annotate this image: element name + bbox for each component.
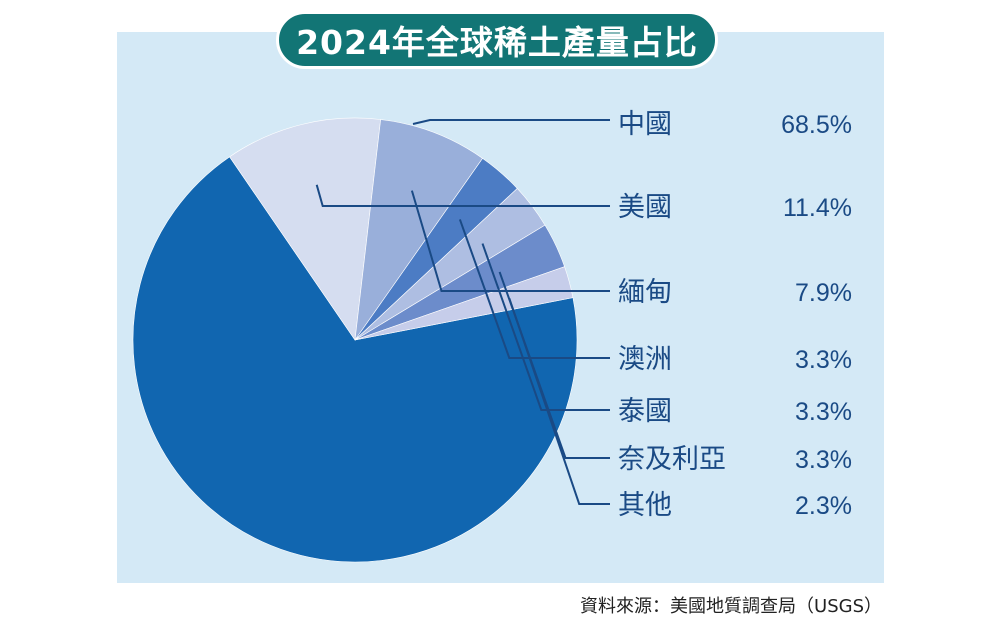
leader-line-1 bbox=[315, 184, 610, 207]
chart-title: 2024年全球稀土產量占比 bbox=[296, 23, 698, 62]
legend-label: 其他 bbox=[618, 490, 672, 521]
pie-slice-6 bbox=[354, 266, 574, 341]
pie-slice-0 bbox=[132, 156, 578, 563]
data-label: 11.4% bbox=[783, 194, 852, 222]
data-label: 68.5% bbox=[781, 111, 852, 139]
leader-line-6 bbox=[508, 297, 610, 505]
chart-title-banner: 2024年全球稀土產量占比 bbox=[276, 11, 718, 69]
pie-slice-1 bbox=[229, 117, 382, 341]
legend-label: 美國 bbox=[618, 192, 672, 223]
pie-slices bbox=[132, 117, 578, 563]
leader-line-3 bbox=[458, 219, 610, 359]
legend-label: 緬甸 bbox=[618, 277, 672, 308]
leader-line-4 bbox=[481, 243, 610, 411]
legend-label: 中國 bbox=[618, 109, 672, 140]
leader-line-0 bbox=[412, 119, 610, 125]
legend-label: 奈及利亞 bbox=[618, 444, 726, 475]
pie-slice-2 bbox=[354, 119, 484, 341]
leader-line-2 bbox=[410, 190, 610, 292]
data-label: 3.3% bbox=[795, 446, 852, 474]
legend-label: 澳洲 bbox=[618, 344, 672, 375]
data-label: 7.9% bbox=[795, 279, 852, 307]
source-note: 資料來源：美國地質調查局（USGS） bbox=[580, 596, 882, 617]
data-label: 2.3% bbox=[795, 492, 852, 520]
data-label: 3.3% bbox=[795, 398, 852, 426]
legend-label: 泰國 bbox=[618, 396, 672, 427]
data-label: 3.3% bbox=[795, 346, 852, 374]
